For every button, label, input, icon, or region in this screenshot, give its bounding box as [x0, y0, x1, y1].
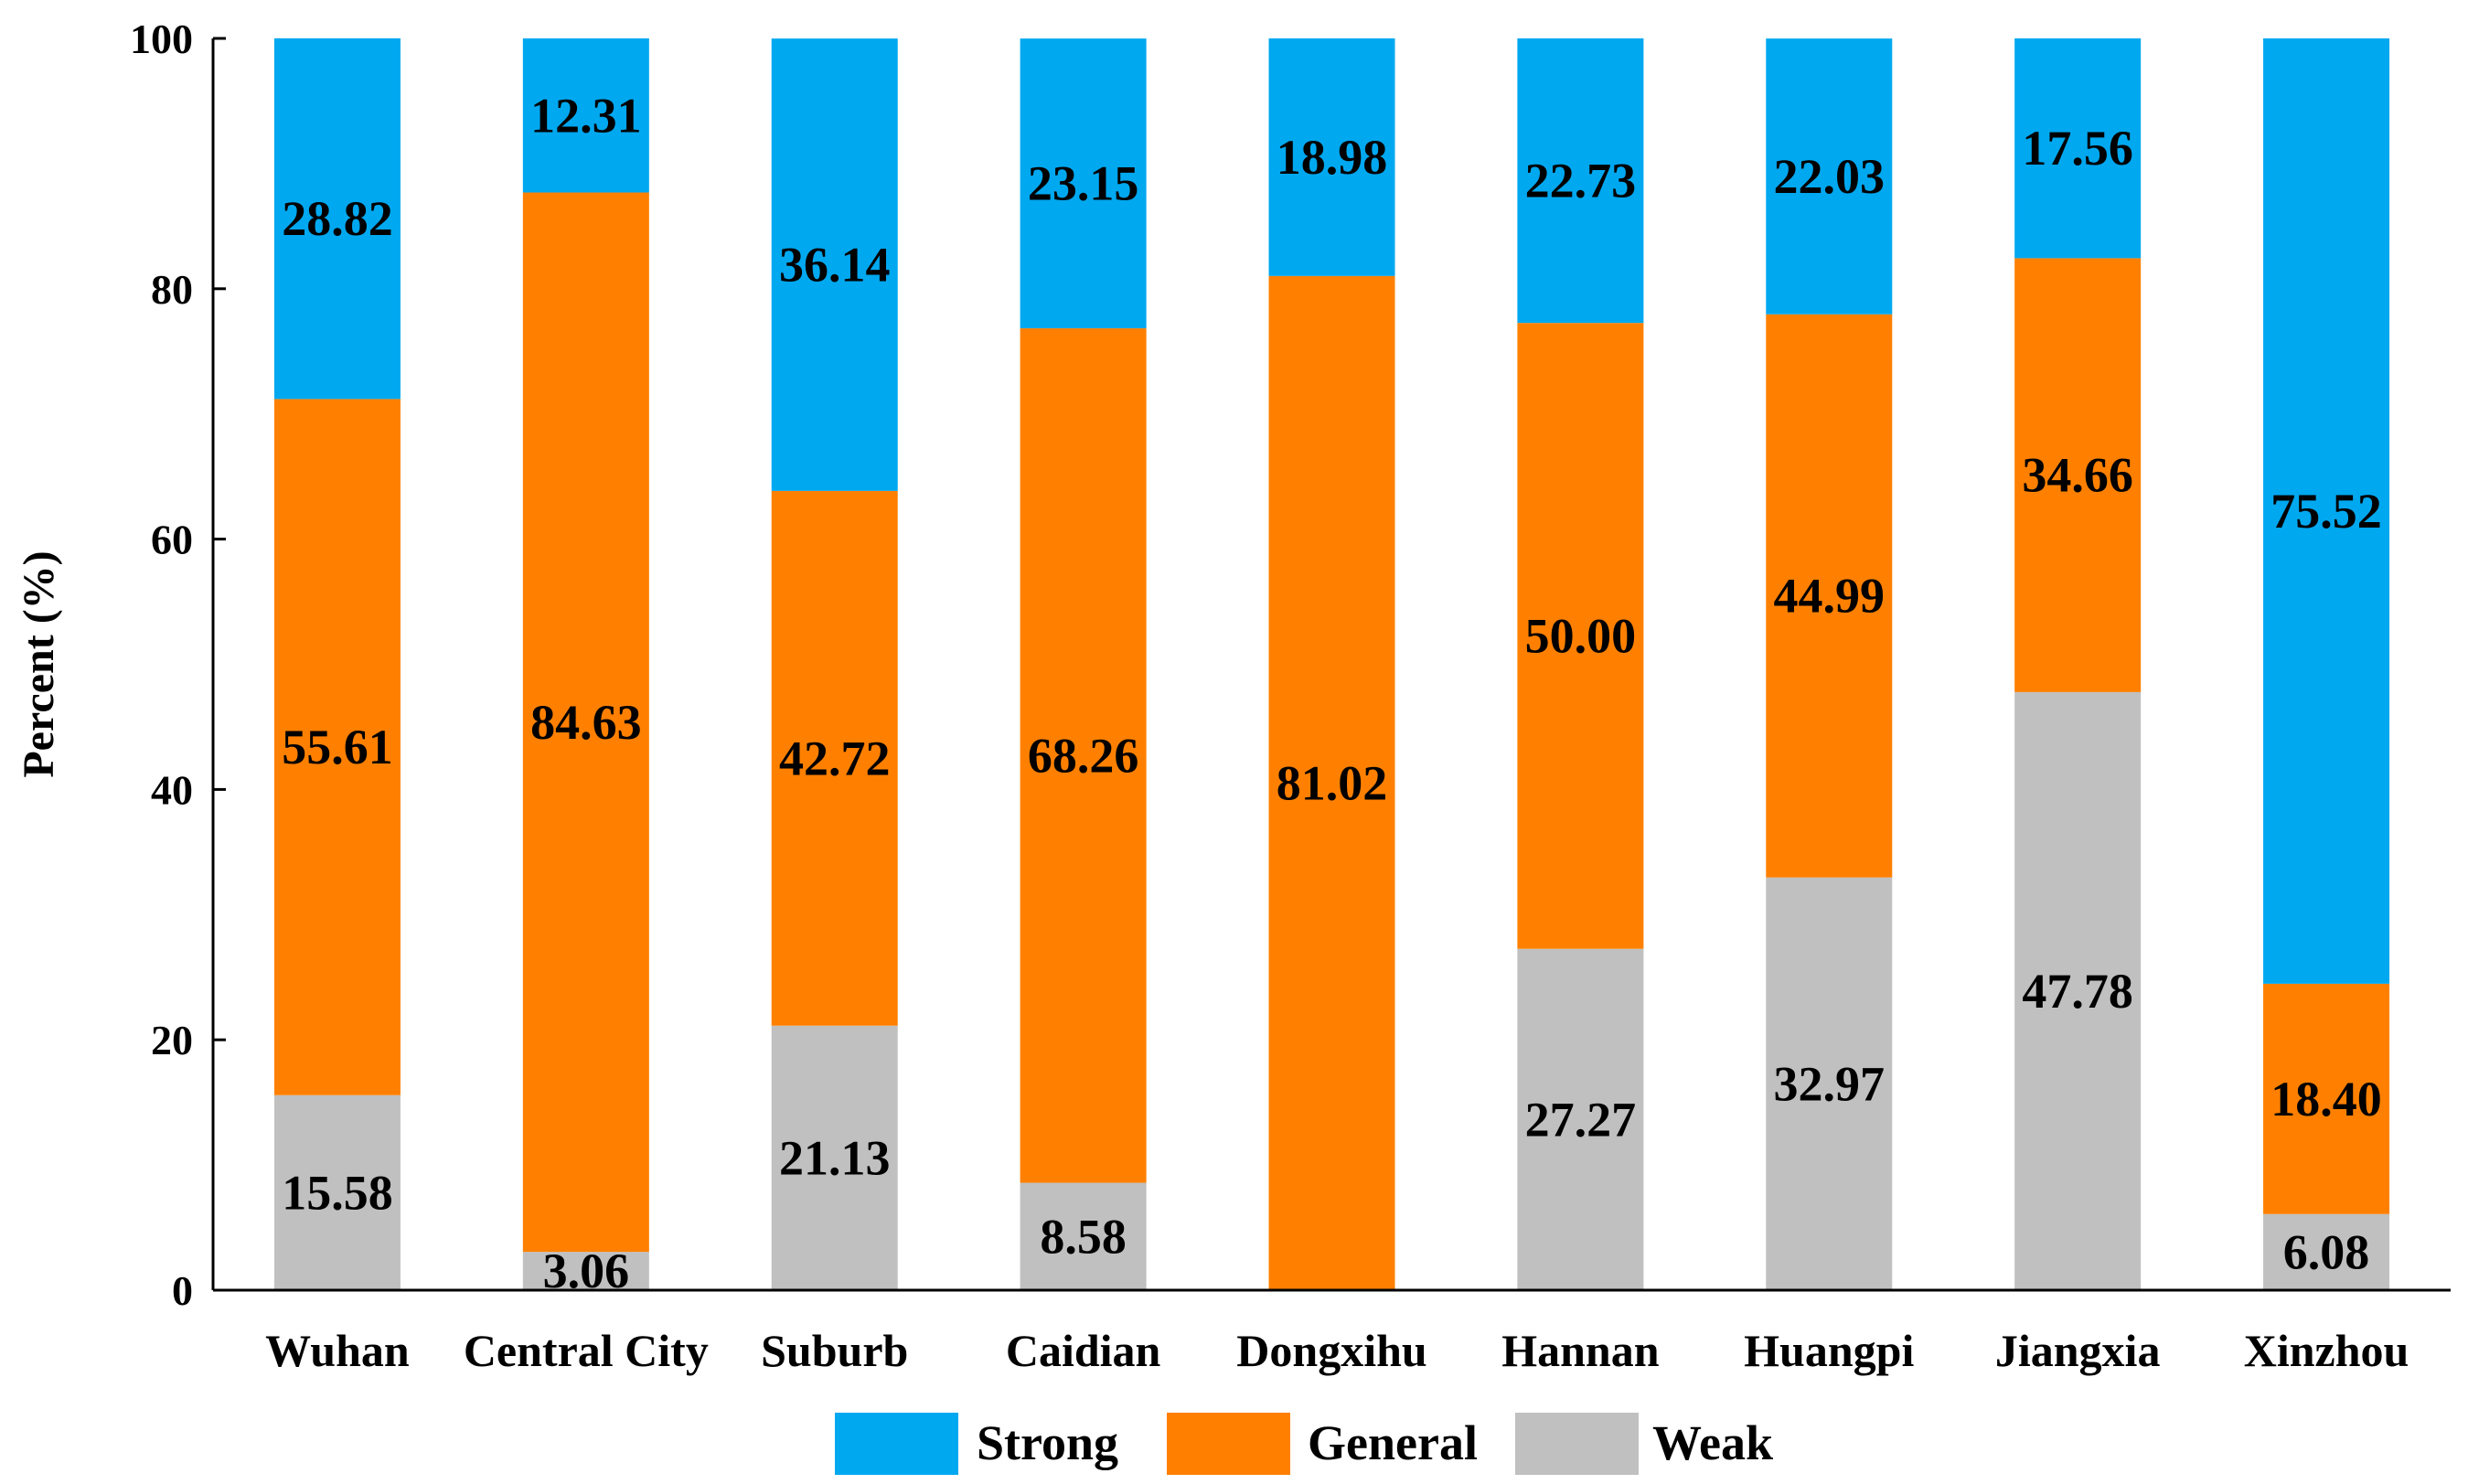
- data-label-strong-suburb: 36.14: [779, 238, 891, 293]
- data-label-general-huangpi: 44.99: [1774, 569, 1886, 624]
- legend-label-weak: Weak: [1652, 1415, 1773, 1470]
- bar-general-caidian: [1020, 328, 1147, 1183]
- data-label-strong-dongxihu: 18.98: [1277, 130, 1388, 185]
- bar-weak-suburb: [771, 1025, 898, 1290]
- data-label-strong-wuhan: 28.82: [282, 191, 393, 246]
- x-tick-label-xinzhou: Xinzhou: [2244, 1325, 2409, 1376]
- y-axis-title: Percent (%): [15, 550, 63, 777]
- bar-strong-caidian: [1020, 38, 1147, 329]
- data-label-weak-suburb: 21.13: [779, 1130, 891, 1185]
- bar-strong-suburb: [771, 38, 898, 491]
- data-label-general-hannan: 50.00: [1525, 608, 1637, 663]
- bar-weak-xinzhou: [2263, 1213, 2390, 1290]
- bar-strong-dongxihu: [1268, 38, 1395, 276]
- bar-general-wuhan: [273, 399, 401, 1095]
- bar-strong-wuhan: [273, 37, 401, 400]
- legend-label-strong: Strong: [977, 1415, 1118, 1470]
- data-label-strong-huangpi: 22.03: [1774, 149, 1886, 204]
- data-label-weak-hannan: 27.27: [1525, 1092, 1637, 1147]
- x-tick-label-caidian: Caidian: [1006, 1325, 1161, 1376]
- bar-weak-central-city: [522, 1252, 649, 1290]
- data-label-general-xinzhou: 18.40: [2270, 1072, 2382, 1126]
- legend-label-general: General: [1308, 1415, 1478, 1470]
- bar-weak-jiangxia: [2014, 691, 2142, 1290]
- legend: Strong General Weak: [835, 1413, 1773, 1475]
- data-label-strong-central-city: 12.31: [530, 88, 642, 143]
- bar-strong-jiangxia: [2014, 38, 2142, 259]
- x-tick-label-wuhan: Wuhan: [265, 1325, 410, 1376]
- bar-general-huangpi: [1766, 314, 1893, 878]
- legend-swatch-weak: [1515, 1413, 1639, 1475]
- bar-strong-hannan: [1517, 38, 1644, 324]
- data-label-strong-jiangxia: 17.56: [2022, 121, 2133, 176]
- data-labels-layer: 15.5855.6128.823.0684.6312.3121.1342.723…: [282, 88, 2382, 1298]
- data-label-strong-caidian: 23.15: [1028, 156, 1139, 211]
- data-label-general-caidian: 68.26: [1028, 728, 1139, 783]
- y-tick-label-40: 40: [151, 766, 193, 813]
- data-label-weak-xinzhou: 6.08: [2283, 1224, 2370, 1279]
- x-tick-label-suburb: Suburb: [761, 1325, 908, 1376]
- bar-general-suburb: [771, 490, 898, 1026]
- data-label-general-central-city: 84.63: [530, 695, 642, 750]
- y-tick-label-0: 0: [172, 1267, 193, 1314]
- bar-weak-caidian: [1020, 1182, 1147, 1290]
- x-tick-label-central-city: Central City: [464, 1325, 709, 1376]
- x-tick-label-dongxihu: Dongxihu: [1236, 1325, 1426, 1376]
- data-label-weak-huangpi: 32.97: [1774, 1056, 1886, 1111]
- bar-strong-huangpi: [1766, 38, 1893, 315]
- x-tick-label-jiangxia: Jiangxia: [1995, 1325, 2161, 1376]
- y-tick-label-100: 100: [130, 16, 193, 62]
- y-tick-label-60: 60: [151, 517, 193, 563]
- bars-layer: [273, 37, 2390, 1291]
- bar-general-xinzhou: [2263, 983, 2390, 1214]
- data-label-weak-jiangxia: 47.78: [2022, 964, 2133, 1019]
- bar-weak-wuhan: [273, 1094, 401, 1290]
- axes-layer: Wuhan Central City Suburb Caidian Dongxihu Ha…: [15, 16, 2451, 1376]
- bar-general-central-city: [522, 192, 649, 1253]
- bar-general-hannan: [1517, 323, 1644, 949]
- data-label-strong-hannan: 22.73: [1525, 154, 1637, 208]
- legend-swatch-general: [1167, 1413, 1290, 1475]
- data-label-general-suburb: 42.72: [779, 731, 891, 785]
- data-label-general-dongxihu: 81.02: [1277, 755, 1388, 810]
- y-tick-label-80: 80: [151, 266, 193, 313]
- bar-weak-hannan: [1517, 948, 1644, 1290]
- data-label-general-wuhan: 55.61: [282, 720, 393, 774]
- y-tick-label-20: 20: [151, 1017, 193, 1063]
- bar-general-dongxihu: [1268, 275, 1395, 1291]
- data-label-weak-wuhan: 15.58: [282, 1165, 393, 1220]
- x-tick-label-hannan: Hannan: [1501, 1325, 1660, 1376]
- data-label-strong-xinzhou: 75.52: [2270, 484, 2382, 539]
- legend-swatch-strong: [835, 1413, 958, 1475]
- bar-strong-central-city: [522, 38, 649, 193]
- bar-strong-xinzhou: [2263, 38, 2390, 984]
- bar-weak-huangpi: [1766, 877, 1893, 1290]
- data-label-weak-caidian: 8.58: [1040, 1209, 1127, 1264]
- bar-general-jiangxia: [2014, 258, 2142, 692]
- x-tick-label-huangpi: Huangpi: [1744, 1325, 1914, 1376]
- data-label-general-jiangxia: 34.66: [2022, 448, 2133, 503]
